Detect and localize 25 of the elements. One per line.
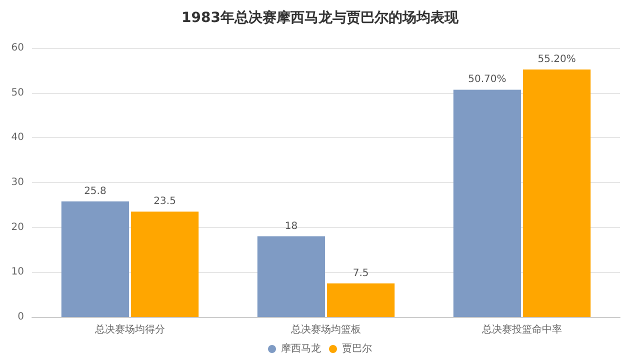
data-label: 50.70% [468, 74, 506, 86]
x-tick-label: 总决赛场均得分 [94, 324, 165, 336]
data-label: 23.5 [154, 196, 176, 208]
bar [453, 90, 521, 317]
x-tick-label: 总决赛投篮命中率 [481, 324, 562, 336]
y-tick-label: 30 [11, 177, 24, 188]
y-tick-label: 0 [18, 312, 24, 322]
bar [61, 201, 129, 317]
bar [327, 283, 395, 317]
data-label: 25.8 [84, 186, 106, 197]
data-label: 7.5 [352, 268, 369, 279]
bar [523, 70, 591, 317]
bar [131, 212, 199, 317]
y-tick-label: 10 [11, 266, 24, 278]
legend-label: 贾巴尔 [342, 342, 372, 354]
y-tick-label: 50 [11, 87, 24, 98]
data-label: 18 [284, 220, 298, 232]
legend-label: 摩西马龙 [281, 342, 321, 354]
y-tick-label: 60 [11, 42, 24, 54]
y-tick-label: 20 [11, 222, 24, 233]
data-label: 55.20% [538, 54, 576, 66]
x-tick-label: 总决赛场均篮板 [290, 324, 361, 336]
y-tick-label: 40 [11, 132, 24, 144]
bar [257, 236, 325, 317]
chart-title: 1983年总决赛摩西马龙与贾巴尔的场均表现 [182, 9, 460, 26]
